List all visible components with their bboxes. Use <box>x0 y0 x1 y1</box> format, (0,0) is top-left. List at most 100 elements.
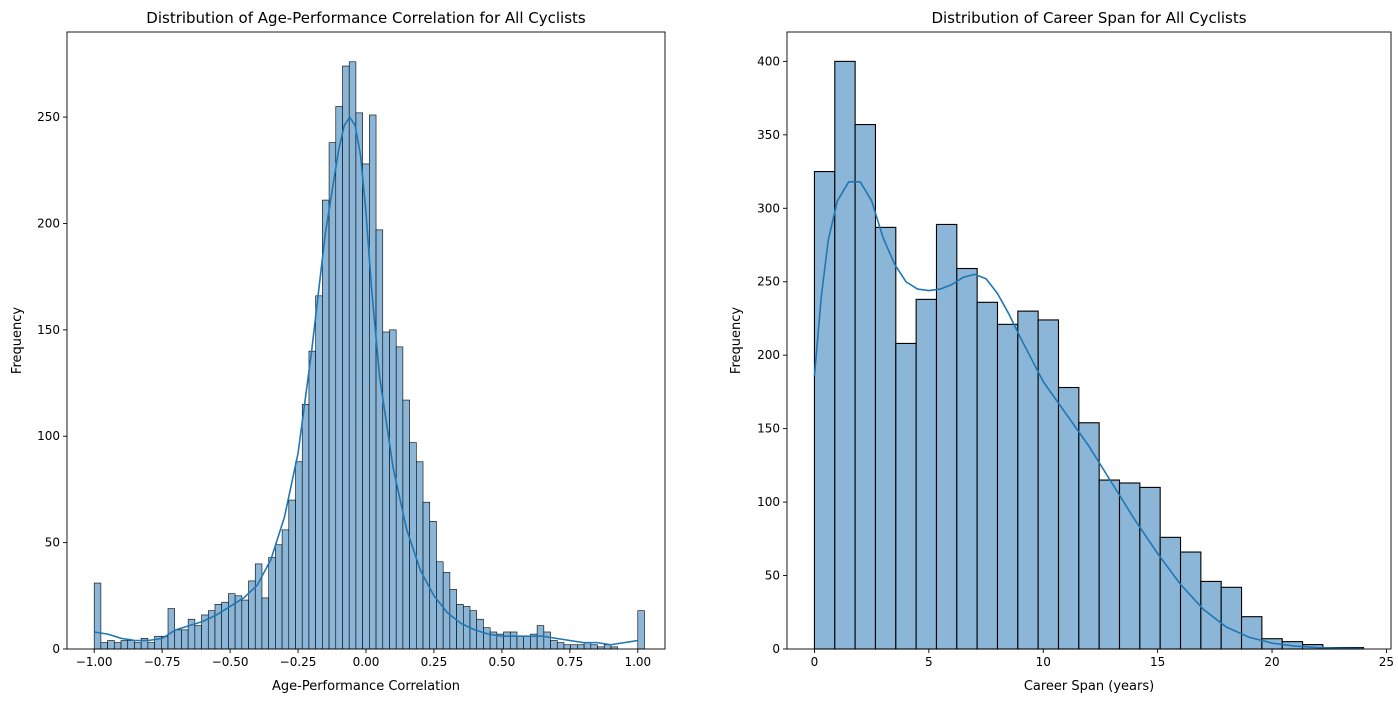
y-tick-label: 150 <box>757 422 780 436</box>
histogram-bar <box>1240 616 1263 650</box>
histogram-bar <box>107 640 115 650</box>
x-tick-label: 20 <box>1264 655 1279 669</box>
histogram-bar <box>874 226 897 650</box>
y-tick-label: 250 <box>757 275 780 289</box>
kde-curve <box>813 181 1364 650</box>
histogram-bar <box>100 642 108 650</box>
histogram-bar <box>348 61 357 650</box>
histogram-bar <box>416 461 424 650</box>
histogram-bar <box>996 323 1019 650</box>
histogram-bar <box>570 644 578 650</box>
y-tick-label: 150 <box>37 323 60 337</box>
histogram-bar <box>301 404 310 650</box>
histogram-bar <box>369 114 377 650</box>
histogram-bar <box>563 644 571 650</box>
histogram-bar <box>147 642 155 650</box>
x-tick-label: 25 <box>1379 655 1394 669</box>
histogram-bar <box>295 461 303 650</box>
histogram-bar <box>228 593 236 650</box>
y-axis-label: Frequency <box>10 307 25 374</box>
histogram-bar <box>234 595 243 650</box>
histogram-bar <box>895 342 917 650</box>
x-tick-label: 0 <box>811 655 819 669</box>
histogram-bar <box>834 60 856 650</box>
histogram-bar <box>1098 479 1121 650</box>
histogram-bar <box>194 625 202 650</box>
x-tick-label: −0.75 <box>144 655 181 669</box>
histogram-bar <box>556 642 565 650</box>
y-tick-label: 100 <box>37 429 60 443</box>
histogram-bar <box>342 65 350 650</box>
histogram-bar <box>583 642 592 650</box>
histogram-bar <box>483 627 491 650</box>
histogram-bar <box>181 629 189 650</box>
chart-title: Distribution of Age-Performance Correlat… <box>146 9 586 27</box>
histogram-bar <box>1037 319 1060 650</box>
histogram-bar <box>288 499 296 650</box>
histogram-bar <box>174 629 182 650</box>
histogram-bar <box>322 199 330 650</box>
histogram-bar <box>976 301 999 650</box>
histogram-bar <box>1017 310 1039 650</box>
histogram-bar <box>167 608 176 650</box>
histogram-bar <box>315 295 323 650</box>
histogram-bar <box>536 625 545 650</box>
y-tick-label: 0 <box>52 642 60 656</box>
histogram-bar <box>503 631 511 650</box>
x-tick-label: 10 <box>1036 655 1051 669</box>
histogram-bar <box>1220 586 1243 650</box>
histogram-bar <box>590 644 598 650</box>
histogram-bar <box>1179 551 1202 650</box>
histogram-bar <box>114 642 122 650</box>
x-axis-label: Age-Performance Correlation <box>272 679 460 694</box>
x-axis: −1.00 −0.75 −0.50 −0.25 0.00 0.25 0.50 0.75 1.00 <box>76 649 651 669</box>
histogram-bar <box>120 640 129 650</box>
histogram-bar <box>1118 482 1141 650</box>
x-tick-label: 0.25 <box>421 655 448 669</box>
histogram-bar <box>134 642 142 650</box>
x-tick-label: 0.50 <box>489 655 516 669</box>
y-tick-label: 300 <box>757 201 780 215</box>
histogram-bar <box>476 618 484 650</box>
chart-title: Distribution of Career Span for All Cycl… <box>931 9 1246 27</box>
y-tick-label: 400 <box>757 54 780 68</box>
histogram-bar <box>429 521 437 650</box>
bars <box>813 60 1365 650</box>
x-tick-label: 15 <box>1150 655 1165 669</box>
histogram-bar <box>813 171 836 650</box>
histogram-bar <box>509 631 518 650</box>
histogram-bar <box>382 331 390 650</box>
x-tick-label: 0.75 <box>557 655 584 669</box>
y-tick-label: 200 <box>757 348 780 362</box>
histogram-bar <box>214 604 222 650</box>
y-axis: 0 50 100 150 200 250 300 350 400 <box>757 54 787 656</box>
histogram-bar <box>935 223 958 650</box>
y-tick-label: 50 <box>45 536 60 550</box>
histogram-age-performance-correlation: −1.00 −0.75 −0.50 −0.25 0.00 0.25 0.50 0.75 1.00… <box>10 9 666 694</box>
histogram-bar <box>328 142 337 650</box>
histogram-bar <box>308 350 316 650</box>
histogram-bar <box>915 298 938 650</box>
histogram-bar <box>127 640 135 650</box>
histogram-career-span: 0 5 10 15 20 25050100150200250300350400Distri… <box>729 9 1394 694</box>
histogram-bar <box>93 582 102 650</box>
y-tick-label: 100 <box>757 495 780 509</box>
y-axis: 0 50 100 150 200 250 <box>37 110 67 656</box>
histogram-bar <box>456 604 464 650</box>
histogram-bar <box>577 644 585 650</box>
histogram-bar <box>637 610 645 650</box>
histogram-bar <box>389 329 397 650</box>
x-axis: 0 5 10 15 20 25 <box>811 649 1394 669</box>
x-tick-label: −0.50 <box>212 655 249 669</box>
bars <box>93 61 645 650</box>
y-tick-label: 200 <box>37 216 60 230</box>
histogram-bar <box>543 631 551 650</box>
x-tick-label: 1.00 <box>624 655 651 669</box>
x-tick-label: 5 <box>925 655 933 669</box>
histogram-bar <box>1159 536 1182 650</box>
histogram-bar <box>1139 486 1161 650</box>
x-tick-label: −0.25 <box>280 655 317 669</box>
histogram-bar <box>261 597 269 650</box>
histogram-bar <box>335 106 343 650</box>
